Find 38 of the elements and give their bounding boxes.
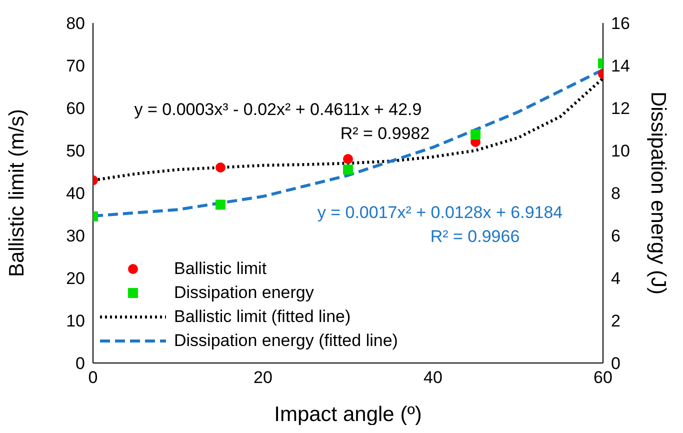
y2-tick-label: 8 <box>611 184 620 204</box>
y-tick-label: 20 <box>66 269 85 288</box>
y2-tick-label: 12 <box>611 99 630 118</box>
x-tick-label: 60 <box>594 368 612 388</box>
legend-label: Ballistic limit (fitted line) <box>174 306 351 328</box>
y2-tick-label: 16 <box>611 14 630 34</box>
y-tick-label: 50 <box>66 142 85 161</box>
legend-label: Dissipation energy (fitted line) <box>174 330 398 352</box>
x-tick-label: 20 <box>254 368 272 388</box>
point <box>343 164 353 175</box>
annotation: R² = 0.9966 <box>430 227 520 247</box>
x-tick-label: 0 <box>88 368 98 388</box>
y-tick-label: 80 <box>66 14 85 34</box>
y2-axis-title: Dissipation energy (J) <box>646 91 670 295</box>
y2-tick-label: 2 <box>611 312 620 331</box>
point <box>216 200 226 210</box>
annotation: y = 0.0003x³ - 0.02x² + 0.4611x + 42.9 <box>134 100 422 120</box>
legend-label: Ballistic limit <box>174 258 267 280</box>
y-tick-label: 10 <box>66 312 85 331</box>
x-tick-label: 40 <box>424 368 442 388</box>
annotation: R² = 0.9982 <box>340 124 430 144</box>
point <box>216 162 226 172</box>
legend-label: Dissipation energy <box>174 282 314 304</box>
point <box>470 130 480 140</box>
y2-tick-label: 0 <box>611 354 620 374</box>
y-tick-label: 30 <box>66 226 85 246</box>
y-axis-title: Ballistic limit (m/s) <box>5 109 28 277</box>
y2-tick-label: 4 <box>611 269 620 288</box>
y2-tick-label: 6 <box>611 226 620 246</box>
y-tick-label: 60 <box>66 99 85 118</box>
y2-tick-label: 10 <box>611 142 630 161</box>
x-axis-title: Impact angle (º) <box>274 403 422 426</box>
annotation: y = 0.0017x² + 0.0128x + 6.9184 <box>317 203 563 223</box>
y2-tick-label: 14 <box>611 56 630 76</box>
point <box>343 154 353 164</box>
y-tick-label: 0 <box>76 354 85 374</box>
y-tick-label: 40 <box>66 184 85 204</box>
y-tick-label: 70 <box>66 56 85 76</box>
